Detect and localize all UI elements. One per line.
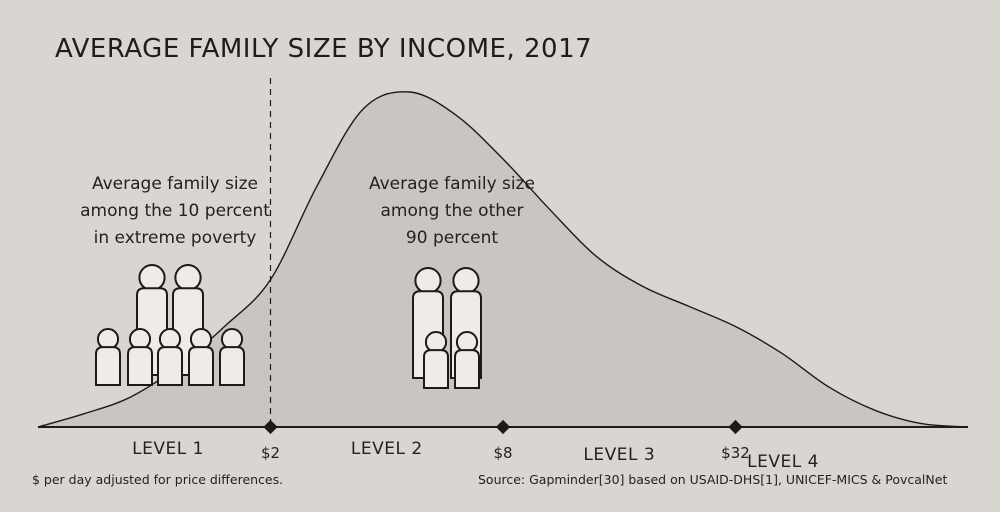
annotation-1-line-3: in extreme poverty — [94, 228, 257, 248]
x-tick-marker — [495, 419, 511, 435]
annotation-extreme-poverty: Average family size among the 10 percent… — [80, 174, 270, 386]
person-body — [219, 346, 245, 386]
level-label: LEVEL 4 — [747, 452, 819, 472]
person-head — [128, 328, 152, 351]
person-body — [95, 346, 121, 386]
level-label: LEVEL 3 — [583, 445, 655, 465]
level-label: LEVEL 2 — [351, 439, 423, 459]
person-body — [157, 346, 183, 386]
child-person-icon — [157, 328, 183, 386]
child-person-icon — [188, 328, 214, 386]
child-person-icon — [219, 328, 245, 386]
x-tick-label: $8 — [493, 444, 512, 462]
child-person-icon — [95, 328, 121, 386]
person-head — [138, 264, 166, 292]
x-tick-marker — [728, 419, 743, 435]
person-body — [423, 349, 449, 389]
person-head — [158, 328, 182, 351]
annotation-2-line-1: Average family size — [369, 174, 535, 194]
annotation-2-line-2: among the other — [381, 201, 524, 221]
level-label: LEVEL 1 — [132, 439, 204, 459]
x-tick-label: $2 — [261, 444, 280, 462]
person-head — [424, 331, 448, 354]
chart-title: AVERAGE FAMILY SIZE BY INCOME, 2017 — [55, 34, 592, 64]
child-person-icon — [423, 331, 449, 389]
annotation-1-line-2: among the 10 percent — [80, 201, 270, 221]
person-body — [127, 346, 153, 386]
person-head — [414, 267, 442, 295]
x-axis-note: $ per day adjusted for price differences… — [32, 472, 283, 487]
family-icon-small — [412, 267, 482, 389]
annotation-1-line-1: Average family size — [92, 174, 258, 194]
person-head — [189, 328, 213, 351]
annotation-2-line-3: 90 percent — [406, 228, 498, 248]
x-tick-label: $32 — [721, 444, 750, 462]
person-body — [188, 346, 214, 386]
family-icon-large — [95, 264, 245, 386]
child-person-icon — [127, 328, 153, 386]
person-head — [455, 331, 479, 354]
x-tick-marker — [263, 419, 278, 435]
person-head — [174, 264, 202, 292]
source-note: Source: Gapminder[30] based on USAID-DHS… — [478, 472, 947, 487]
person-body — [454, 349, 480, 389]
x-axis: $2 $8 $32 LEVEL 1 LEVEL 2 LEVEL 3 LEVEL 4 — [38, 419, 968, 472]
annotation-other-90: Average family size among the other 90 p… — [369, 174, 535, 389]
person-head — [452, 267, 480, 295]
child-person-icon — [454, 331, 480, 389]
person-head — [96, 328, 120, 351]
person-head — [220, 328, 244, 351]
